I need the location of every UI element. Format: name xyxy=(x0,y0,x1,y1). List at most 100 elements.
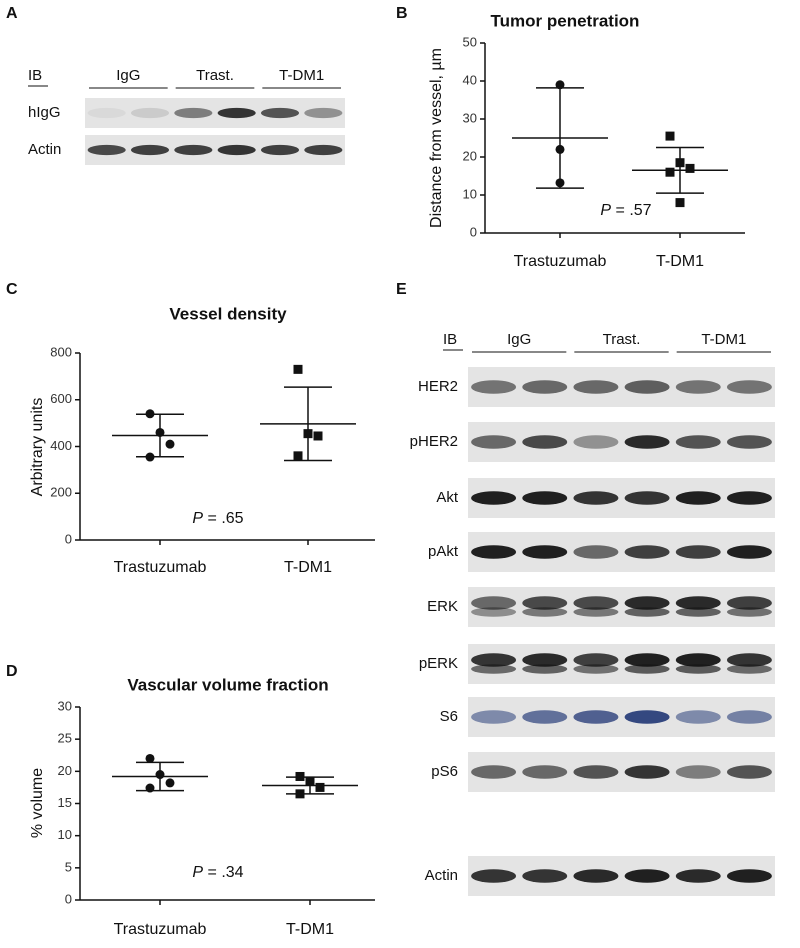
band xyxy=(260,107,300,119)
band xyxy=(573,765,619,779)
row-label: Akt xyxy=(436,489,459,506)
band xyxy=(675,607,721,617)
band xyxy=(522,664,568,674)
band xyxy=(130,144,170,156)
y-tick-label: 25 xyxy=(58,731,72,746)
x-tick-label: Trastuzumab xyxy=(114,559,207,576)
band xyxy=(624,545,670,559)
band xyxy=(675,869,721,883)
point xyxy=(295,771,305,781)
group-label: IgG xyxy=(116,67,140,84)
y-tick-label: 15 xyxy=(58,795,72,810)
ib-label: IB xyxy=(443,331,457,348)
point xyxy=(165,778,175,788)
row-label: HER2 xyxy=(418,378,458,395)
p-value: P = .34 xyxy=(192,864,243,881)
point xyxy=(145,409,155,419)
band xyxy=(726,596,772,610)
chart-title: Vascular volume fraction xyxy=(127,675,328,694)
band xyxy=(675,653,721,667)
band xyxy=(726,653,772,667)
band xyxy=(522,653,568,667)
band xyxy=(471,869,517,883)
band xyxy=(522,545,568,559)
row-label: pERK xyxy=(419,655,458,672)
p-text: = .65 xyxy=(208,510,244,527)
panel-label: C xyxy=(6,281,18,298)
y-tick-label: 200 xyxy=(50,485,72,500)
band xyxy=(471,435,517,449)
y-tick-label: 20 xyxy=(58,763,72,778)
band xyxy=(573,869,619,883)
point xyxy=(555,178,565,188)
y-tick-label: 10 xyxy=(58,827,72,842)
band xyxy=(471,664,517,674)
band xyxy=(471,653,517,667)
point xyxy=(315,782,325,792)
band xyxy=(217,107,256,119)
band xyxy=(573,664,619,674)
point xyxy=(155,427,165,437)
blot-strip xyxy=(85,135,345,165)
band xyxy=(675,380,721,394)
band xyxy=(675,545,721,559)
point xyxy=(293,364,303,374)
band xyxy=(573,491,619,505)
band xyxy=(726,765,772,779)
y-tick-label: 0 xyxy=(470,224,477,239)
x-tick-label: T-DM1 xyxy=(656,253,704,270)
band xyxy=(522,596,568,610)
band xyxy=(573,653,619,667)
y-axis-label: Arbitrary units xyxy=(29,398,46,497)
band xyxy=(522,435,568,449)
point xyxy=(665,167,675,177)
y-tick-label: 800 xyxy=(50,344,72,359)
band xyxy=(624,664,670,674)
point xyxy=(165,439,175,449)
band xyxy=(675,710,721,724)
blot-strip xyxy=(85,98,345,128)
band xyxy=(87,107,126,119)
band xyxy=(260,144,300,156)
blot-strip xyxy=(468,532,775,572)
band xyxy=(130,107,170,119)
y-tick-label: 30 xyxy=(463,110,477,125)
band xyxy=(471,607,517,617)
blot-strip xyxy=(468,422,775,462)
band xyxy=(675,435,721,449)
point xyxy=(675,158,685,168)
y-tick-label: 30 xyxy=(58,698,72,713)
row-label: hIgG xyxy=(28,104,61,121)
y-tick-label: 400 xyxy=(50,438,72,453)
ib-label: IB xyxy=(28,67,42,84)
y-axis-label: Distance from vessel, µm xyxy=(428,48,445,228)
group-label: T-DM1 xyxy=(701,331,746,348)
row-label: pHER2 xyxy=(410,433,458,450)
band xyxy=(675,491,721,505)
y-tick-label: 50 xyxy=(463,34,477,49)
band xyxy=(217,144,256,156)
band xyxy=(573,710,619,724)
y-tick-label: 0 xyxy=(65,531,72,546)
band xyxy=(624,710,670,724)
p-symbol: P xyxy=(192,864,203,881)
band xyxy=(726,664,772,674)
p-symbol: P xyxy=(600,202,611,219)
blot-strip xyxy=(468,856,775,896)
blot-strip xyxy=(468,697,775,737)
band xyxy=(573,435,619,449)
y-tick-label: 10 xyxy=(463,186,477,201)
y-tick-label: 0 xyxy=(65,891,72,906)
row-label: S6 xyxy=(440,708,458,725)
point xyxy=(145,452,155,462)
blot-strip xyxy=(468,587,775,627)
panel-label: A xyxy=(6,5,18,22)
band xyxy=(675,765,721,779)
point xyxy=(293,451,303,461)
x-tick-label: T-DM1 xyxy=(284,559,332,576)
p-value: P = .57 xyxy=(600,202,651,219)
band xyxy=(675,596,721,610)
band xyxy=(624,765,670,779)
band xyxy=(573,596,619,610)
group-label: Trast. xyxy=(196,67,234,84)
